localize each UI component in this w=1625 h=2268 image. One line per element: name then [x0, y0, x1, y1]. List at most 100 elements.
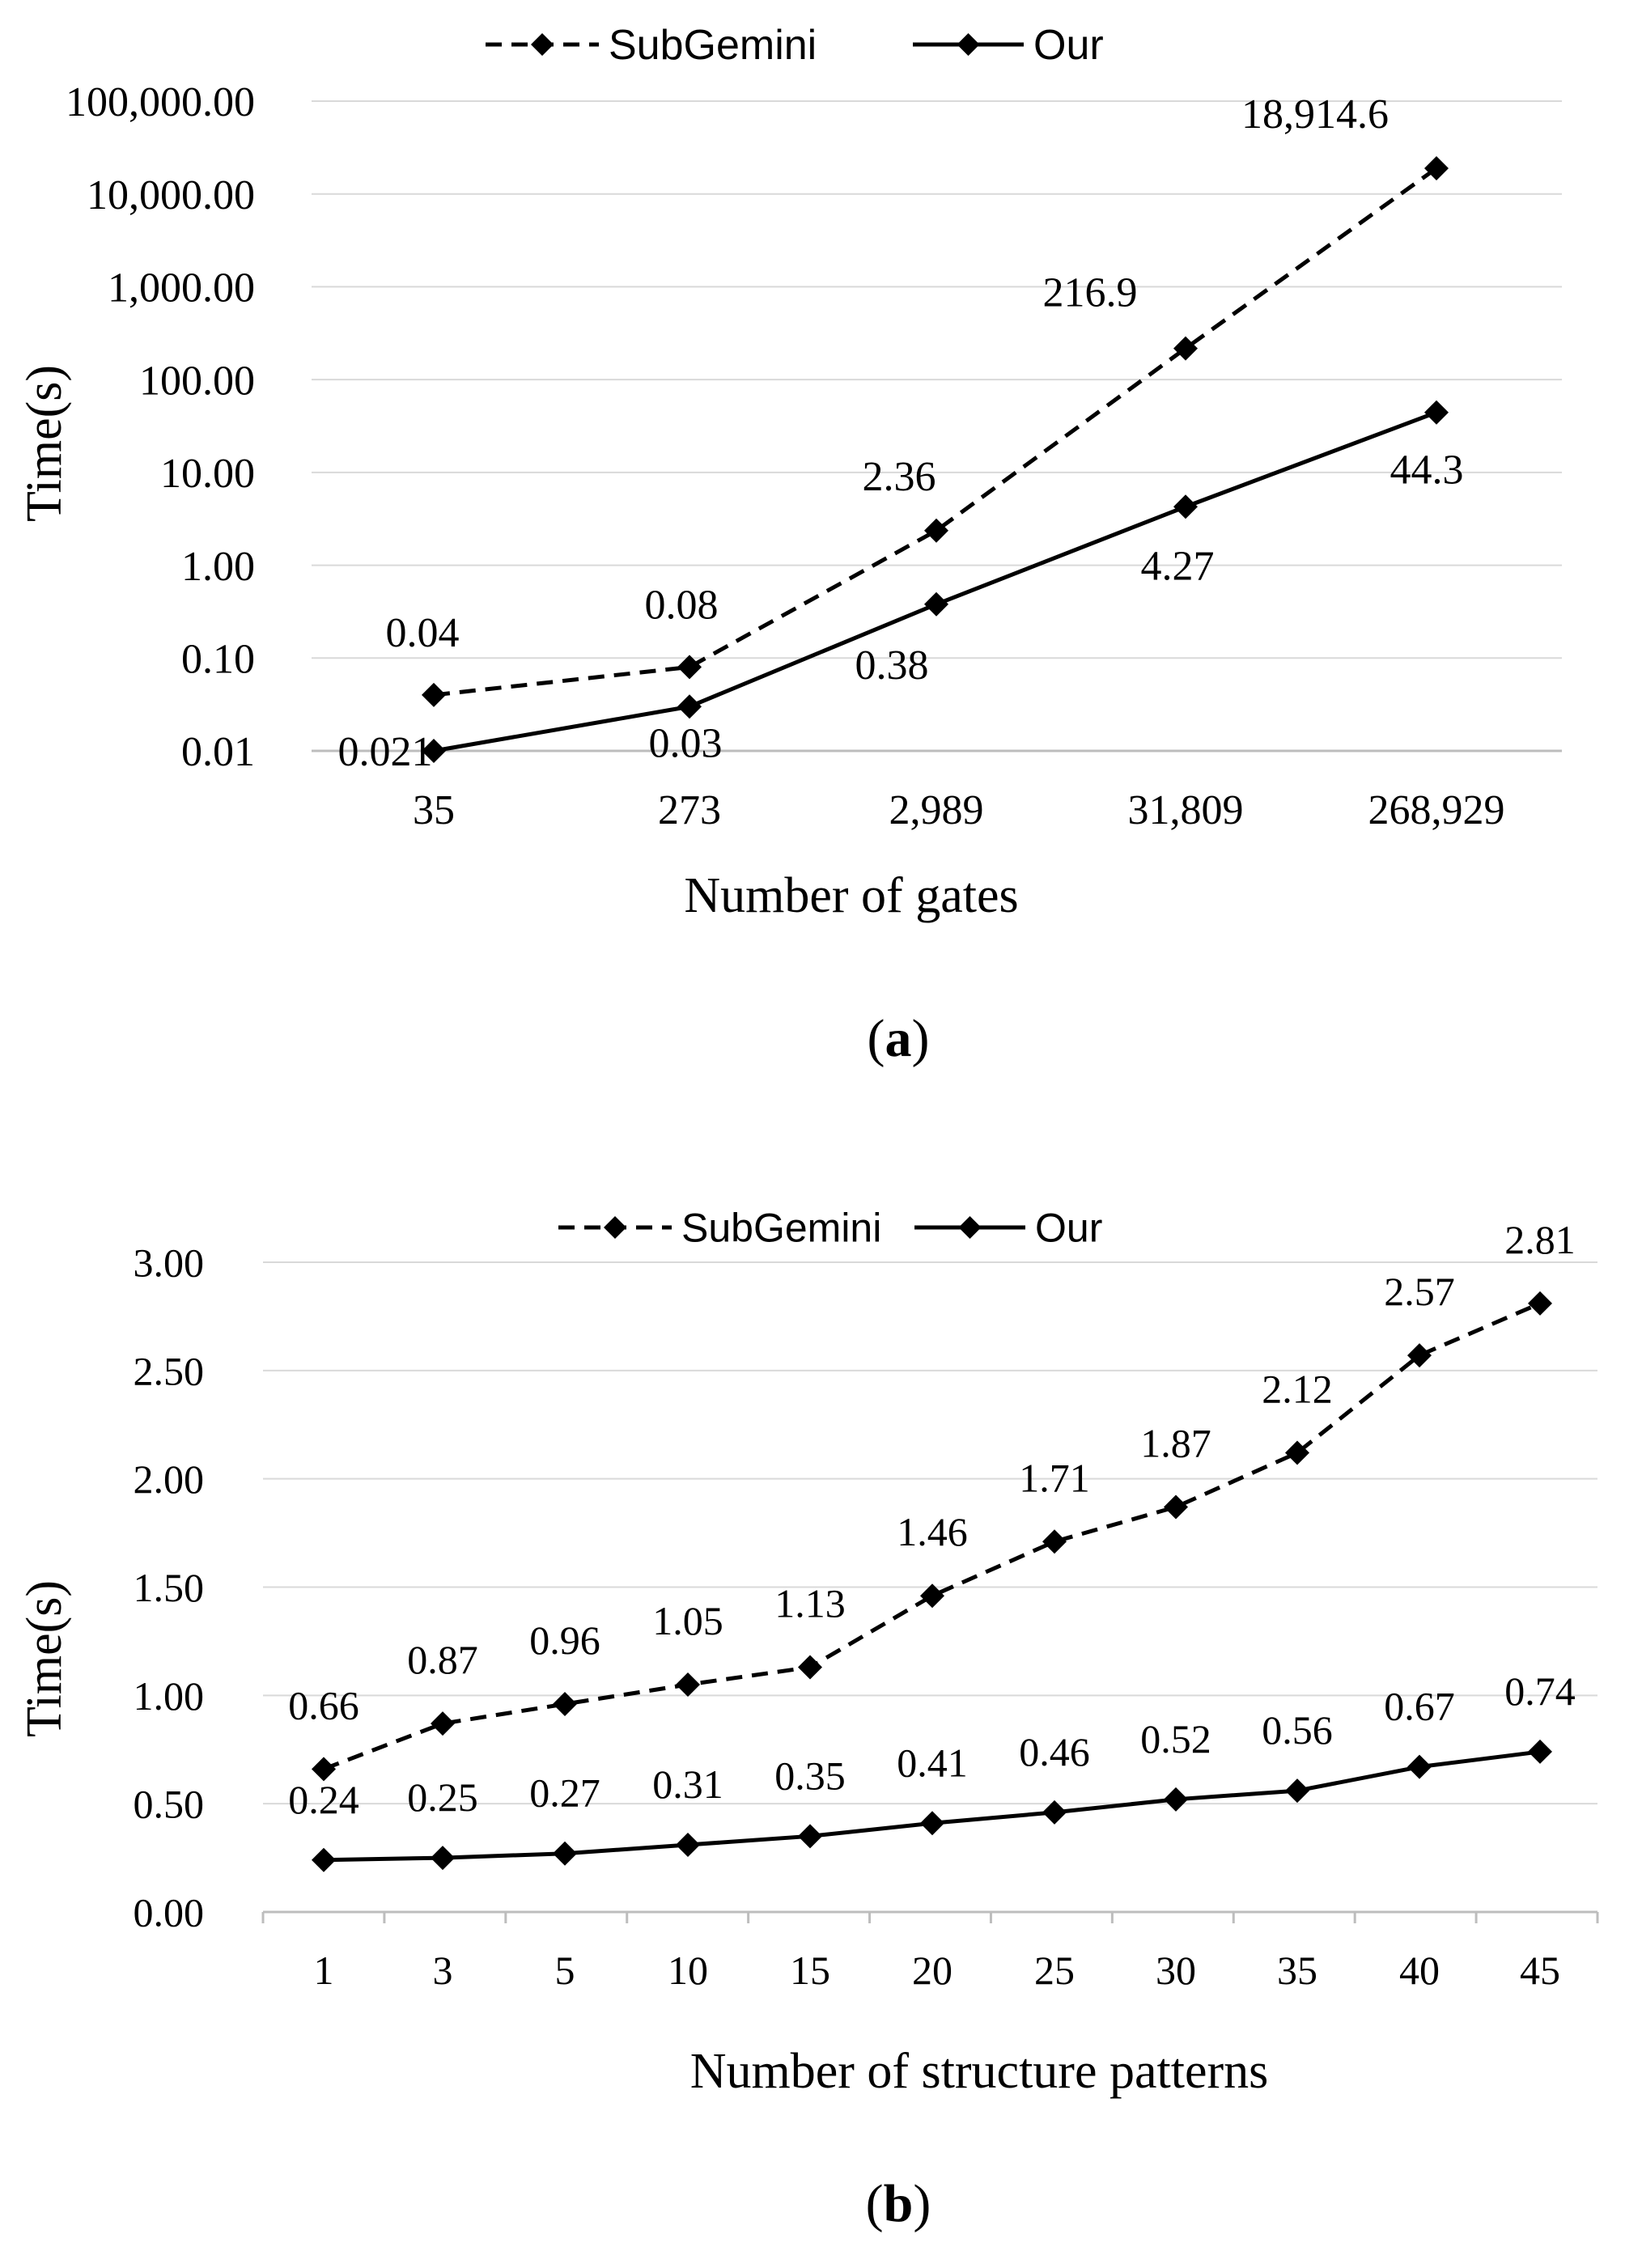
- data-point: [553, 1692, 577, 1717]
- data-label: 0.021: [338, 729, 433, 775]
- data-label: 2.36: [863, 454, 936, 500]
- x-tick-label: 3: [433, 1948, 453, 1993]
- data-label: 216.9: [1043, 270, 1138, 316]
- data-point: [798, 1824, 822, 1849]
- data-label: 0.66: [288, 1682, 359, 1727]
- data-label: 0.56: [1262, 1707, 1333, 1753]
- data-label: 1.87: [1140, 1420, 1211, 1465]
- data-label: 1.05: [652, 1598, 723, 1643]
- x-tick-label: 35: [413, 787, 455, 833]
- data-point: [431, 1711, 455, 1736]
- panel-label: (a): [868, 1009, 930, 1068]
- data-label: 2.12: [1262, 1367, 1333, 1412]
- data-point: [553, 1841, 577, 1866]
- data-label: 0.27: [529, 1770, 600, 1816]
- data-point: [431, 1846, 455, 1871]
- y-tick-label: 0.10: [181, 636, 255, 682]
- data-label: 0.67: [1384, 1684, 1455, 1729]
- data-point: [422, 739, 446, 763]
- data-label: 1.13: [774, 1581, 846, 1626]
- x-tick-label: 20: [912, 1948, 953, 1993]
- y-tick-label: 2.00: [134, 1456, 205, 1502]
- data-label: 0.87: [407, 1637, 478, 1682]
- data-label: 0.41: [897, 1740, 968, 1785]
- x-tick-label: 40: [1399, 1948, 1440, 1993]
- x-tick-label: 5: [555, 1948, 575, 1993]
- data-point: [1285, 1778, 1309, 1804]
- data-point: [312, 1847, 336, 1872]
- y-tick-label: 0.50: [134, 1782, 205, 1827]
- legend-label: SubGemini: [681, 1206, 881, 1251]
- data-label: 2.81: [1504, 1217, 1576, 1262]
- y-tick-label: 0.00: [134, 1890, 205, 1935]
- data-point: [1424, 155, 1449, 180]
- data-point: [1042, 1800, 1067, 1825]
- chart-b: 0.000.501.001.502.002.503.001 3 5 10 15 20 25 3…: [17, 1206, 1599, 2233]
- legend: SubGemini Our: [486, 22, 1104, 69]
- legend-label: Our: [1033, 22, 1104, 69]
- data-label: 1.71: [1019, 1455, 1090, 1500]
- legend-label: Our: [1035, 1206, 1102, 1251]
- data-label: 0.52: [1140, 1716, 1211, 1761]
- x-tick-label: 31,809: [1128, 787, 1244, 833]
- data-label: 2.57: [1384, 1269, 1455, 1314]
- series-our: 0.021 0.03 0.38 4.27 44.3: [338, 400, 1464, 775]
- data-point: [312, 1757, 336, 1782]
- legend-marker: [958, 1216, 982, 1239]
- data-point: [1424, 400, 1449, 425]
- data-point: [1042, 1529, 1067, 1554]
- x-axis-title: Number of gates: [684, 868, 1018, 923]
- data-point: [1528, 1739, 1552, 1764]
- y-tick-label: 1,000.00: [108, 265, 255, 312]
- chart-a: 0.01 0.10 1.00 10.00 100.00 1,000.00 10,000.00…: [17, 22, 1562, 1068]
- data-label: 0.96: [529, 1617, 600, 1663]
- data-point: [924, 591, 948, 617]
- legend-marker: [531, 33, 554, 56]
- y-tick-label: 10.00: [160, 451, 255, 497]
- data-point: [1164, 1494, 1188, 1520]
- data-label: 1.46: [897, 1509, 968, 1554]
- x-tick-label: 45: [1520, 1948, 1560, 1993]
- data-point: [422, 682, 446, 707]
- data-point: [798, 1655, 822, 1680]
- data-label: 0.31: [652, 1761, 723, 1807]
- legend-marker: [957, 33, 980, 56]
- data-point: [1407, 1754, 1432, 1779]
- x-axis-title: Number of structure patterns: [690, 2044, 1268, 2099]
- y-tick-label: 10,000.00: [87, 172, 255, 218]
- panel-label: (b): [866, 2174, 931, 2233]
- y-axis-title: Time(s): [17, 365, 72, 522]
- data-point: [676, 1833, 700, 1858]
- y-tick-label: 0.01: [181, 729, 255, 775]
- y-tick-label: 1.50: [134, 1565, 205, 1610]
- series-subgemini: 0.66 0.87 0.96 1.05 1.13 1.46 1.71 1.87 2.12 2.57…: [288, 1217, 1576, 1782]
- data-label: 0.03: [649, 720, 723, 766]
- data-label: 44.3: [1390, 447, 1464, 494]
- x-tick-label: 268,929: [1368, 787, 1505, 833]
- data-point: [1173, 336, 1198, 361]
- data-label: 0.38: [855, 642, 929, 689]
- x-tick-label: 1: [314, 1948, 334, 1993]
- data-point: [920, 1811, 944, 1836]
- x-tick-label: 35: [1277, 1948, 1317, 1993]
- x-tick-label: 2,989: [889, 787, 984, 833]
- data-point: [676, 1672, 700, 1697]
- x-tick-label: 30: [1156, 1948, 1196, 1993]
- x-tick-label: 25: [1034, 1948, 1075, 1993]
- data-point: [677, 694, 702, 719]
- data-point: [1285, 1440, 1309, 1465]
- data-label: 0.24: [288, 1777, 359, 1822]
- data-label: 0.46: [1019, 1729, 1090, 1774]
- data-label: 0.35: [774, 1753, 846, 1798]
- legend-marker: [604, 1216, 626, 1239]
- series-our: 0.24 0.25 0.27 0.31 0.35 0.41 0.46 0.52 0.56 0.67…: [288, 1668, 1576, 1872]
- legend: SubGemini Our: [558, 1206, 1102, 1251]
- legend-label: SubGemini: [609, 22, 817, 69]
- data-point: [920, 1583, 944, 1609]
- series-line: [433, 166, 1438, 697]
- y-tick-label: 2.50: [134, 1348, 205, 1393]
- x-tick-label: 15: [790, 1948, 830, 1993]
- data-label: 0.08: [645, 582, 719, 628]
